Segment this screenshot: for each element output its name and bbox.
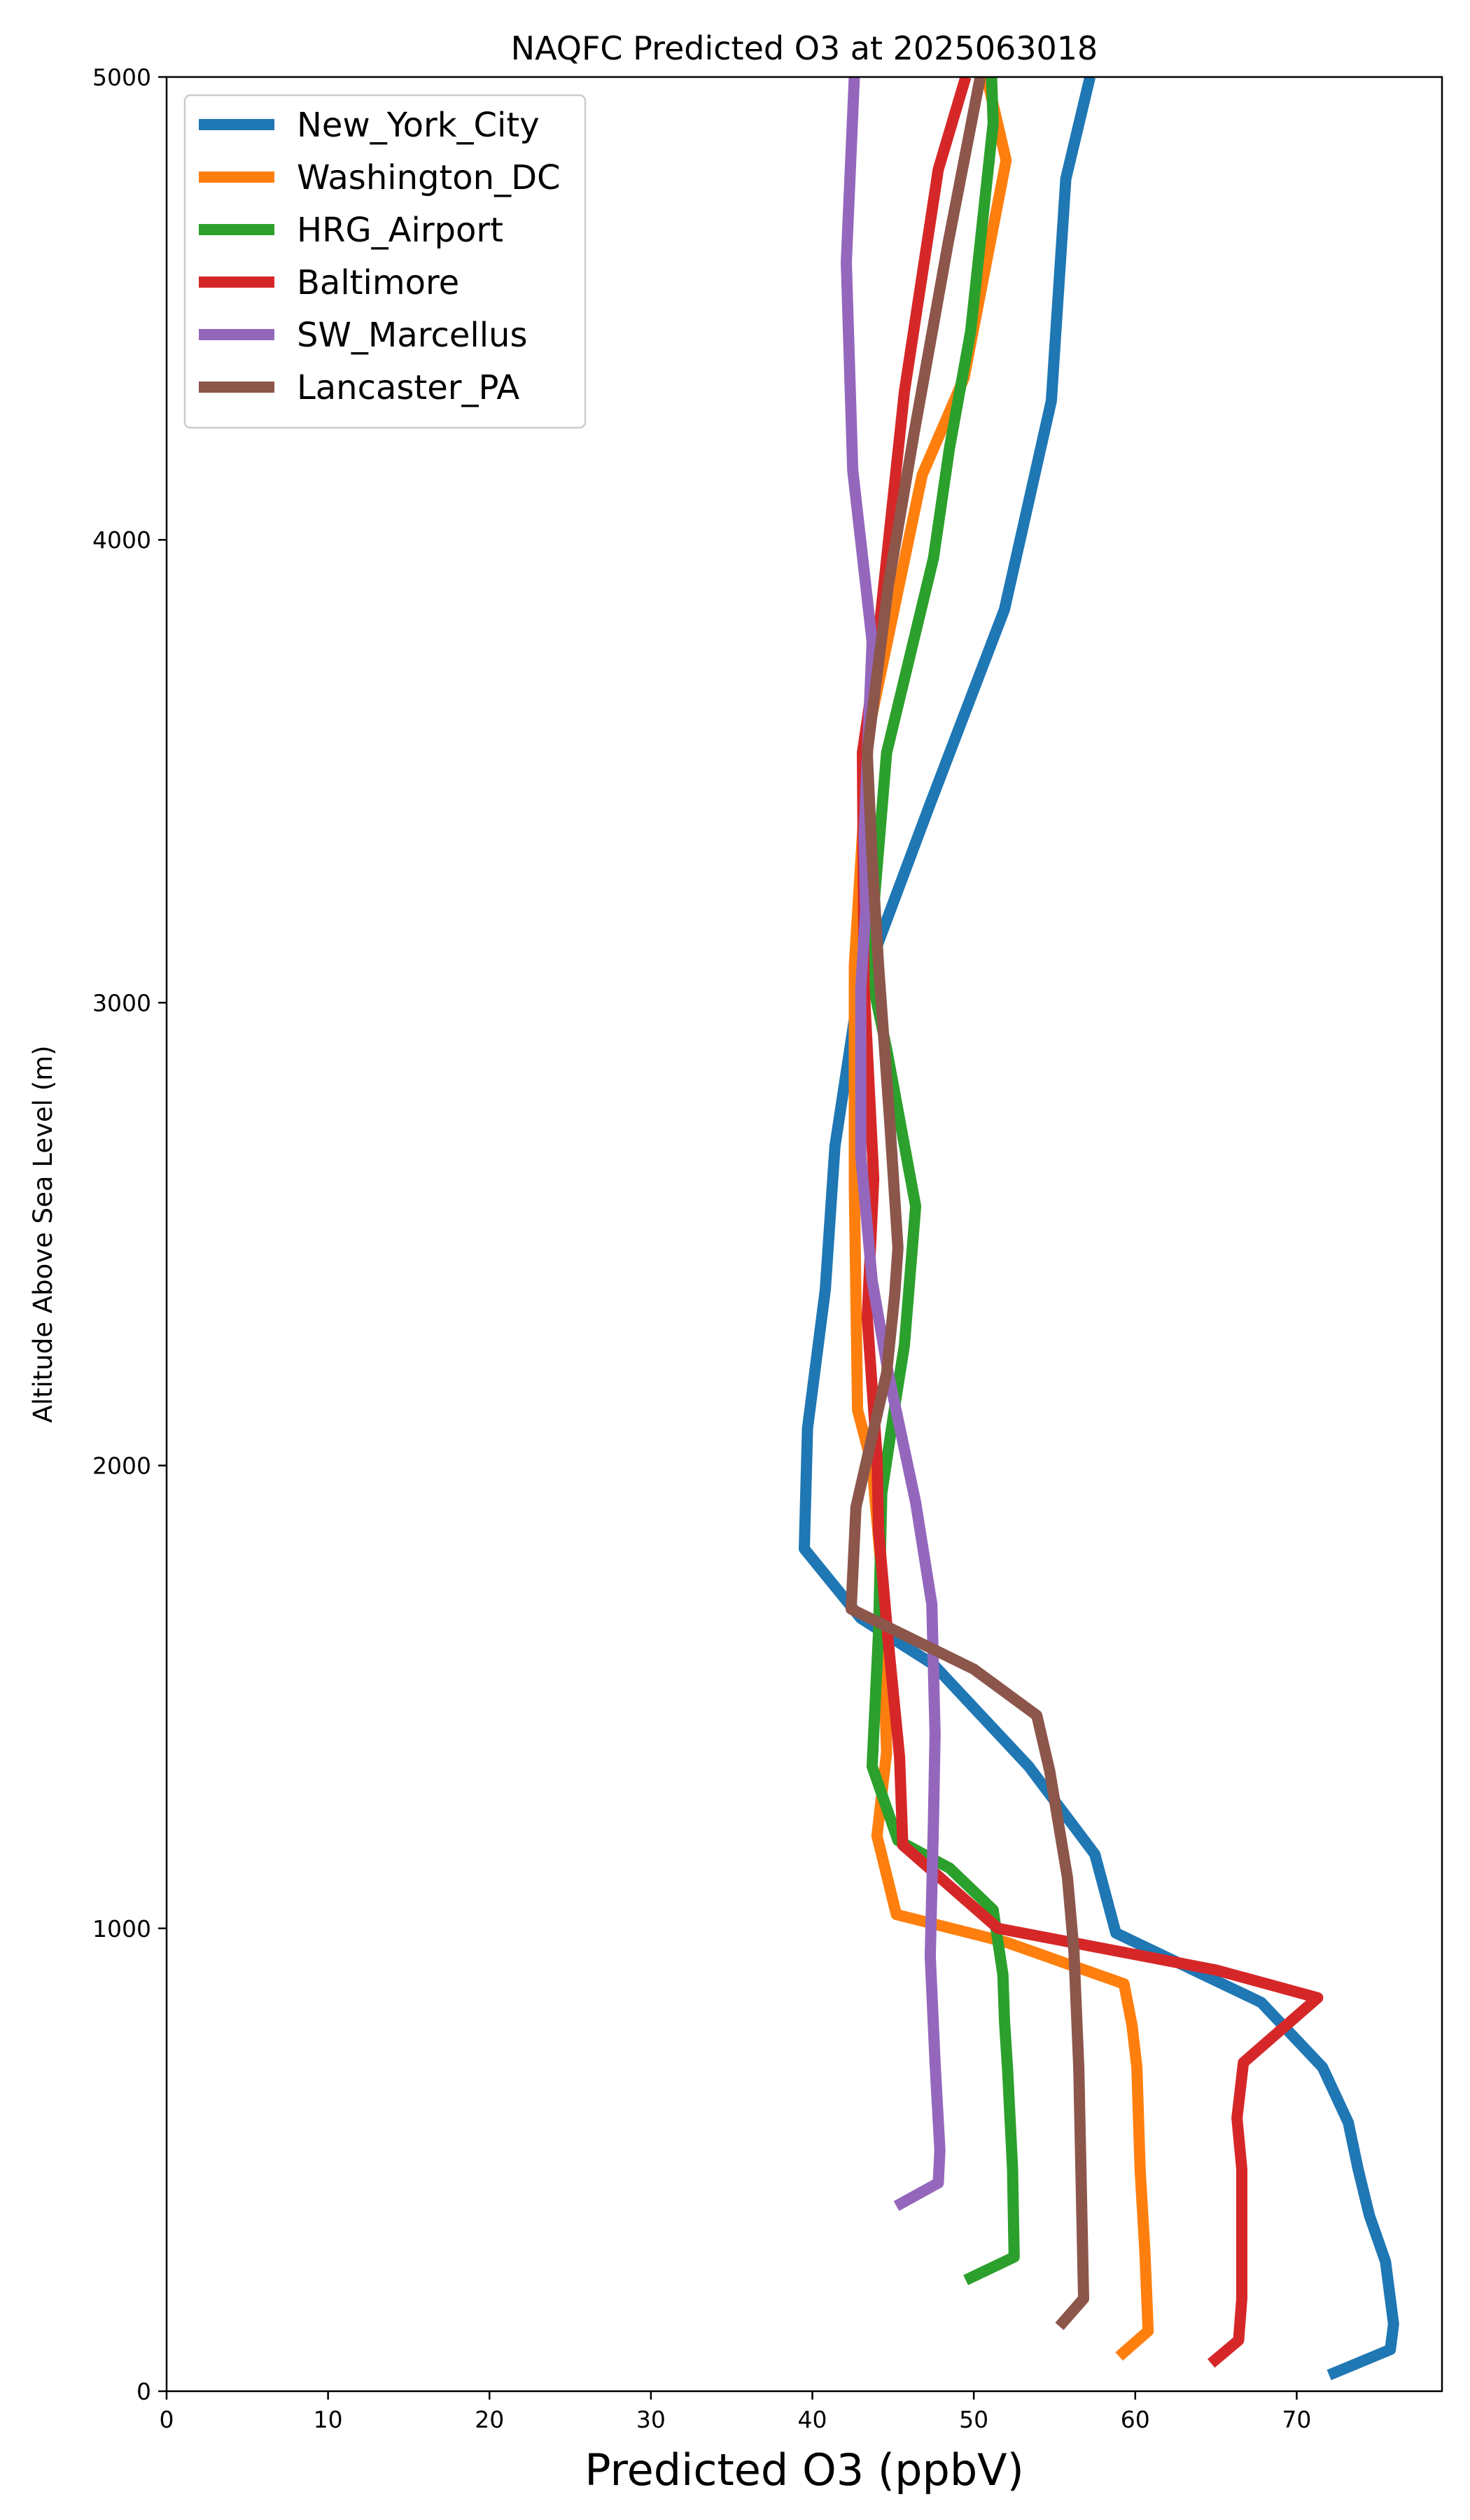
plot-frame <box>165 76 1443 2393</box>
x-tick-label: 20 <box>475 2406 504 2433</box>
legend: New_York_City Washington_DC HRG_Airport Bal… <box>183 94 587 429</box>
y-tick-label: 2000 <box>92 1452 151 1480</box>
chart-title: NAQFC Predicted O3 at 2025063018 <box>511 29 1098 67</box>
y-axis: 0 1000 2000 3000 4000 5000 <box>92 64 167 2405</box>
legend-box <box>183 94 587 429</box>
x-tick-label: 70 <box>1282 2406 1311 2433</box>
legend-label: Washington_DC <box>297 158 561 197</box>
x-tick-label: 10 <box>314 2406 343 2433</box>
legend-label: SW_Marcellus <box>297 316 527 355</box>
y-tick-label: 4000 <box>92 526 151 554</box>
y-tick-label: 3000 <box>92 989 151 1016</box>
y-tick-label: 5000 <box>92 64 151 91</box>
x-axis: 0 10 20 30 40 50 60 70 <box>160 2391 1311 2433</box>
x-axis-label: Predicted O3 (ppbV) <box>584 2444 1024 2496</box>
x-tick-label: 30 <box>636 2406 666 2433</box>
legend-label: HRG_Airport <box>297 211 503 250</box>
y-tick-label: 0 <box>136 2378 151 2405</box>
series-line-new-york-city <box>799 77 1399 2381</box>
legend-label: New_York_City <box>297 106 540 145</box>
series-line-lancaster-pa <box>845 77 1089 2330</box>
legend-label: Baltimore <box>297 263 459 302</box>
x-tick-label: 50 <box>959 2406 988 2433</box>
x-tick-label: 0 <box>160 2406 174 2433</box>
legend-label: Lancaster_PA <box>297 368 519 407</box>
y-axis-label: Altitude Above Sea Level (m) <box>28 1045 58 1422</box>
x-tick-label: 60 <box>1121 2406 1150 2433</box>
series-group <box>799 77 1399 2381</box>
x-tick-label: 40 <box>798 2406 827 2433</box>
y-tick-label: 1000 <box>92 1915 151 1942</box>
